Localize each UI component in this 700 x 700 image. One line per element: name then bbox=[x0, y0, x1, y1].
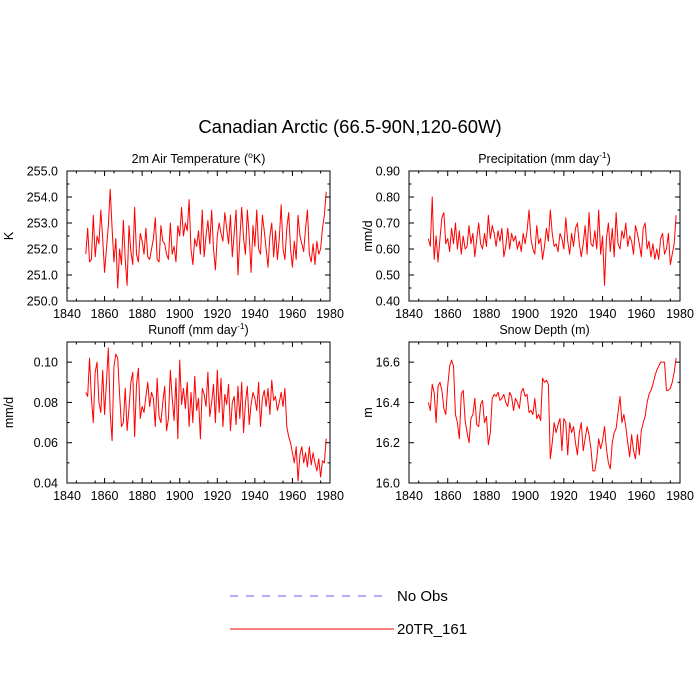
chart-panel-temperature: 2m Air Temperature (oK) 1840 1860 1880 1900 1… bbox=[2, 150, 344, 321]
y-tick-label: 0.90 bbox=[376, 165, 400, 179]
x-tick-label: 1840 bbox=[53, 307, 81, 321]
x-tick-label: 1860 bbox=[434, 307, 462, 321]
chart-panel-precipitation: Precipitation (mm day-1) 1840 1860 1880 1900… bbox=[361, 150, 694, 321]
legend-label-20tr-161: 20TR_161 bbox=[397, 621, 467, 638]
y-tick-label: 250.0 bbox=[27, 295, 58, 309]
panel-title-tail: K) bbox=[253, 152, 266, 166]
x-tick-label: 1860 bbox=[434, 489, 462, 503]
chart-panels: 2m Air Temperature (oK)1840 1860 1880 1900 1… bbox=[2, 150, 694, 503]
panel-title-main: Snow Depth (m) bbox=[499, 323, 589, 337]
x-tick-label: 1900 bbox=[511, 307, 539, 321]
y-tick-label: 16.4 bbox=[376, 396, 400, 410]
series-line-20tr-161 bbox=[427, 196, 677, 286]
y-axis-label: m bbox=[361, 407, 375, 417]
x-tick-label: 1960 bbox=[627, 307, 655, 321]
y-axis-label: K bbox=[2, 231, 16, 240]
y-axis-label: mm/d bbox=[2, 397, 16, 428]
series-line-20tr-161 bbox=[85, 188, 327, 289]
x-tick-label: 1840 bbox=[395, 307, 423, 321]
y-tick-label: 0.04 bbox=[34, 477, 58, 491]
panel-title-precipitation: Precipitation (mm day-1) bbox=[478, 150, 611, 166]
y-tick-label: 0.08 bbox=[34, 396, 58, 410]
y-tick-label: 251.0 bbox=[27, 269, 58, 283]
x-tick-label: 1940 bbox=[589, 307, 617, 321]
y-tick-label: 0.40 bbox=[376, 295, 400, 309]
x-tick-label: 1920 bbox=[203, 307, 231, 321]
x-tick-label: 1900 bbox=[511, 489, 539, 503]
panel-title-superscript: -1 bbox=[599, 150, 607, 160]
x-tick-label: 1880 bbox=[473, 489, 501, 503]
panel-title-tail: ) bbox=[607, 152, 611, 166]
x-tick-label: 1880 bbox=[128, 489, 156, 503]
plot-frame bbox=[408, 341, 681, 484]
panel-title-snow-depth: Snow Depth (m) bbox=[499, 323, 589, 337]
y-tick-label: 16.0 bbox=[376, 477, 400, 491]
panel-title-main: Precipitation (mm day bbox=[478, 152, 600, 166]
series-line-20tr-161 bbox=[427, 358, 677, 472]
x-tick-label: 1980 bbox=[316, 489, 344, 503]
y-tick-label: 0.10 bbox=[34, 356, 58, 370]
y-tick-label: 252.0 bbox=[27, 243, 58, 257]
legend-label-no-obs: No Obs bbox=[397, 588, 448, 605]
x-tick-label: 1920 bbox=[203, 489, 231, 503]
panel-title-main: 2m Air Temperature ( bbox=[132, 152, 249, 166]
x-tick-label: 1960 bbox=[627, 489, 655, 503]
panel-title-superscript: o bbox=[248, 150, 253, 160]
y-tick-label: 253.0 bbox=[27, 217, 58, 231]
x-tick-label: 1880 bbox=[128, 307, 156, 321]
x-tick-label: 1960 bbox=[279, 307, 307, 321]
x-tick-label: 1980 bbox=[316, 307, 344, 321]
x-tick-label: 1860 bbox=[91, 307, 119, 321]
plot-frame bbox=[66, 341, 331, 484]
y-tick-label: 0.80 bbox=[376, 191, 400, 205]
panel-title-superscript: -1 bbox=[237, 321, 245, 331]
figure-title: Canadian Arctic (66.5-90N,120-60W) bbox=[198, 116, 501, 137]
x-tick-label: 1960 bbox=[279, 489, 307, 503]
legend: No Obs 20TR_161 bbox=[230, 588, 467, 638]
y-tick-label: 16.6 bbox=[376, 356, 400, 370]
x-tick-label: 1940 bbox=[241, 307, 269, 321]
x-tick-label: 1940 bbox=[589, 489, 617, 503]
chart-panel-snow-depth: Snow Depth (m) 1840 1860 1880 1900 1920 1940 19… bbox=[361, 323, 694, 503]
y-axis-label: mm/d bbox=[361, 220, 375, 251]
x-tick-label: 1880 bbox=[473, 307, 501, 321]
x-tick-label: 1980 bbox=[666, 307, 694, 321]
y-tick-label: 0.06 bbox=[34, 436, 58, 450]
x-tick-label: 1900 bbox=[166, 489, 194, 503]
panel-title-main: Runoff (mm day bbox=[148, 323, 237, 337]
series-line-20tr-161 bbox=[85, 347, 327, 482]
x-tick-label: 1940 bbox=[241, 489, 269, 503]
y-tick-label: 254.0 bbox=[27, 191, 58, 205]
x-tick-label: 1840 bbox=[53, 489, 81, 503]
x-tick-label: 1900 bbox=[166, 307, 194, 321]
x-tick-label: 1920 bbox=[550, 489, 578, 503]
chart-panel-runoff: Runoff (mm day-1) 1840 1860 1880 1900 1920 194… bbox=[2, 321, 344, 503]
y-tick-label: 0.70 bbox=[376, 217, 400, 231]
panel-title-temperature: 2m Air Temperature (oK) bbox=[132, 150, 266, 166]
y-tick-label: 255.0 bbox=[27, 165, 58, 179]
y-tick-label: 0.50 bbox=[376, 269, 400, 283]
x-tick-label: 1840 bbox=[395, 489, 423, 503]
x-tick-label: 1860 bbox=[91, 489, 119, 503]
y-tick-label: 16.2 bbox=[376, 436, 400, 450]
panel-title-tail: ) bbox=[245, 323, 249, 337]
x-tick-label: 1920 bbox=[550, 307, 578, 321]
x-tick-label: 1980 bbox=[666, 489, 694, 503]
panel-title-runoff: Runoff (mm day-1) bbox=[148, 321, 248, 337]
y-tick-label: 0.60 bbox=[376, 243, 400, 257]
